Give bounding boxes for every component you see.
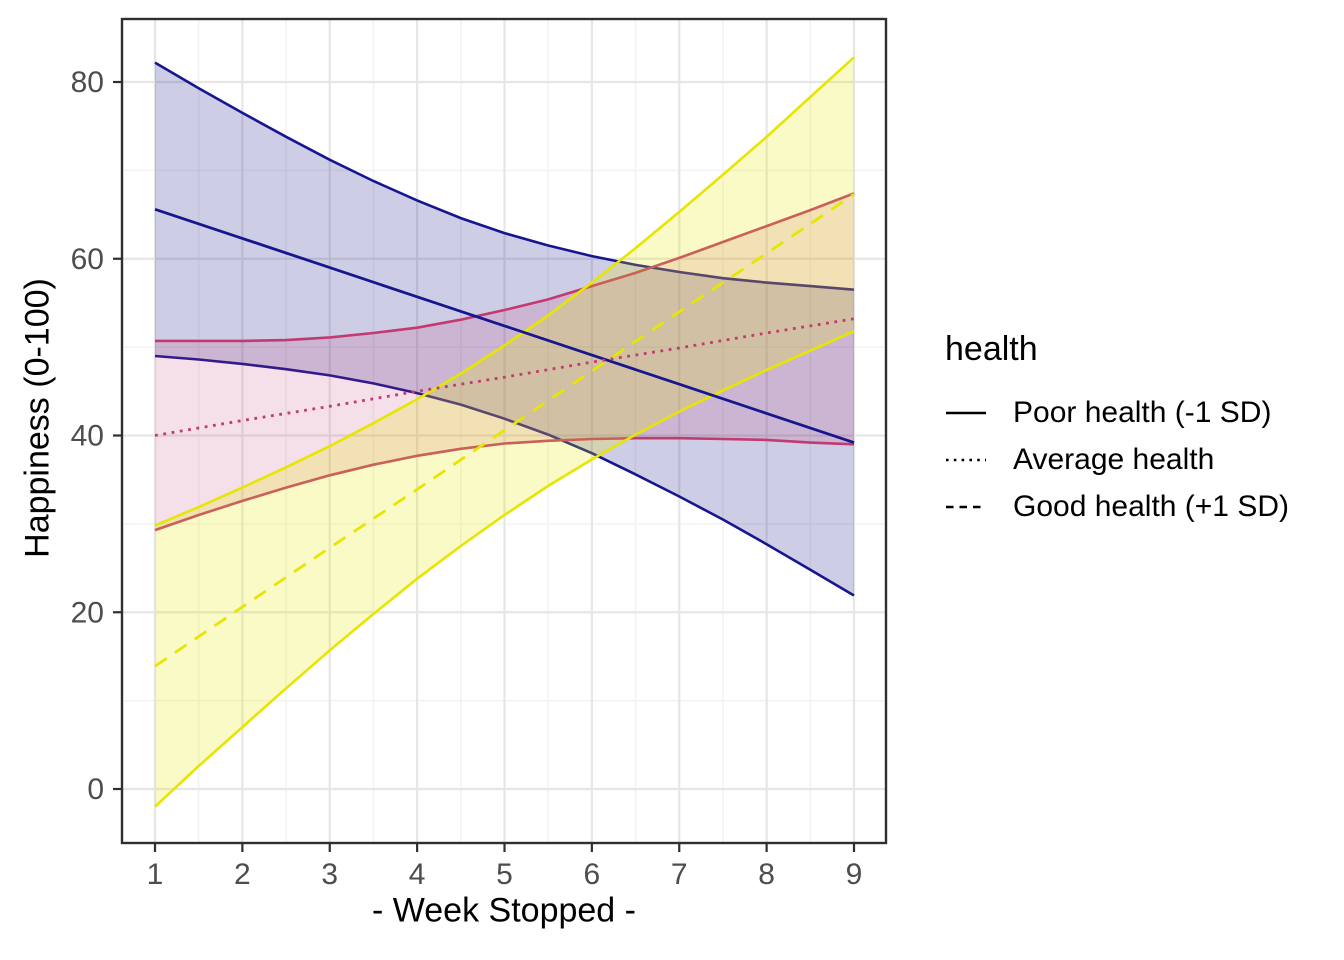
x-tick-label: 1 xyxy=(147,858,164,891)
y-tick-label: 20 xyxy=(71,596,104,629)
line-average xyxy=(154,317,855,437)
ribbon-lower-edge xyxy=(154,436,855,532)
x-tick-label: 7 xyxy=(671,858,688,891)
legend-title: health xyxy=(945,330,1038,368)
y-tick-label: 0 xyxy=(87,773,104,806)
ribbon-fill xyxy=(155,62,854,596)
ribbon-fill xyxy=(155,57,854,807)
ribbon-upper-edge xyxy=(155,192,855,343)
y-tick-label: 80 xyxy=(71,66,104,99)
legend-item-label: Poor health (-1 SD) xyxy=(1013,395,1272,429)
legend-item-poor-health: Poor health (-1 SD) xyxy=(945,389,1289,436)
x-tick-label: 5 xyxy=(496,858,513,891)
dashed-line-key-icon xyxy=(946,505,986,508)
ribbon-lower-edge xyxy=(154,330,855,808)
grid-major xyxy=(122,19,886,843)
axis-ticks xyxy=(113,80,856,852)
line-good xyxy=(154,193,855,668)
legend-item-label: Good health (+1 SD) xyxy=(1013,489,1289,523)
legend-item-good-health: Good health (+1 SD) xyxy=(945,483,1289,530)
x-tick-label: 9 xyxy=(846,858,863,891)
x-axis-title: - Week Stopped - xyxy=(372,891,636,930)
ribbon-poor xyxy=(154,61,855,597)
ribbon-upper-edge xyxy=(154,56,855,527)
line-poor xyxy=(154,207,855,444)
ribbon-good xyxy=(154,56,855,808)
x-tick-label: 6 xyxy=(584,858,601,891)
y-tick-label: 40 xyxy=(71,420,104,453)
solid-line-key-icon xyxy=(946,411,986,414)
x-tick-label: 8 xyxy=(758,858,775,891)
legend-item-average-health: Average health xyxy=(945,436,1289,483)
x-tick-label: 4 xyxy=(409,858,426,891)
y-tick-label: 60 xyxy=(71,243,104,276)
legend-item-label: Average health xyxy=(1013,442,1215,476)
x-tick-label: 3 xyxy=(321,858,338,891)
y-axis-title: Happiness (0-100) xyxy=(18,278,57,558)
ribbon-lower-edge xyxy=(154,354,855,597)
ribbon-upper-edge xyxy=(154,61,855,291)
legend: health Poor health (-1 SD) Average healt… xyxy=(945,330,1289,530)
dotted-line-key-icon xyxy=(946,458,986,461)
x-tick-label: 2 xyxy=(234,858,251,891)
